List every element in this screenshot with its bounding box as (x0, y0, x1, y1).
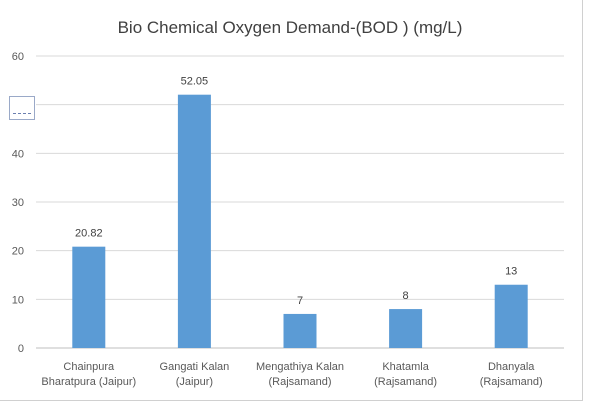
bod-bar-chart: Bio Chemical Oxygen Demand-(BOD ) (mg/L)… (12, 18, 564, 388)
data-label: 7 (297, 295, 303, 307)
bar (494, 284, 528, 348)
category-label: Khatamla (382, 361, 429, 373)
category-label: Chainpura (63, 361, 115, 373)
category-label: Mengathiya Kalan (256, 361, 344, 373)
data-label: 20.82 (75, 228, 103, 240)
chart-title: Bio Chemical Oxygen Demand-(BOD ) (mg/L) (118, 18, 463, 37)
bar (283, 313, 317, 348)
bar (72, 246, 106, 348)
y-axis-ticks: 0102030405060 (12, 51, 24, 355)
bar (389, 309, 423, 348)
bar (177, 94, 211, 348)
data-label: 13 (505, 266, 517, 278)
data-label: 52.05 (181, 76, 209, 88)
y-tick-label: 10 (12, 294, 24, 306)
y-tick-label: 30 (12, 197, 24, 209)
category-label: Dhanyala (488, 361, 535, 373)
chart-frame: Bio Chemical Oxygen Demand-(BOD ) (mg/L)… (0, 0, 583, 401)
gridlines (36, 55, 564, 349)
bars (72, 94, 528, 348)
chart-options-icon[interactable] (9, 96, 35, 120)
category-label: (Rajsamand) (269, 376, 332, 388)
y-tick-label: 60 (12, 51, 24, 63)
data-labels: 20.82 52.05 7 8 13 (75, 76, 517, 307)
y-tick-label: 20 (12, 246, 24, 258)
category-labels: Chainpura Bharatpura (Jaipur) Gangati Kala… (41, 361, 542, 388)
y-tick-label: 40 (12, 148, 24, 160)
category-label: (Jaipur) (176, 376, 213, 388)
category-label: Gangati Kalan (160, 361, 230, 373)
category-label: (Rajsamand) (374, 376, 437, 388)
y-tick-label: 0 (18, 343, 24, 355)
data-label: 8 (403, 290, 409, 302)
category-label: Bharatpura (Jaipur) (41, 376, 136, 388)
category-label: (Rajsamand) (480, 376, 543, 388)
